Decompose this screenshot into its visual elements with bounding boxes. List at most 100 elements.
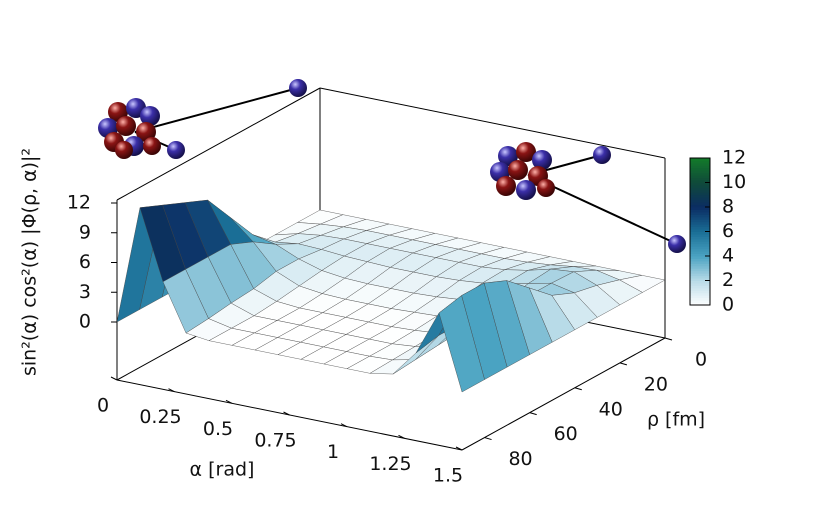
- x-tick: [168, 388, 175, 393]
- z-tick-label: 12: [67, 192, 91, 214]
- colorbar-step: [690, 270, 710, 274]
- colorbar-step: [690, 297, 710, 301]
- colorbar-tick-label: 2: [722, 269, 734, 291]
- colorbar-step: [690, 180, 710, 183]
- y-tick: [619, 362, 628, 366]
- colorbar-step: [690, 256, 710, 259]
- colorbar-step: [690, 158, 710, 161]
- colorbar-step: [690, 182, 710, 186]
- x-tick-label: 1.25: [369, 453, 411, 475]
- colorbar-step: [690, 167, 710, 171]
- x-tick: [225, 399, 233, 404]
- x-tick-label: 0: [97, 395, 109, 417]
- colorbar-step: [690, 287, 710, 291]
- colorbar-step: [690, 231, 710, 235]
- colorbar-step: [690, 280, 710, 284]
- colorbar-tick-label: 4: [722, 245, 734, 267]
- colorbar-step: [690, 295, 710, 299]
- surface-cell: [438, 295, 485, 393]
- colorbar-step: [690, 243, 710, 247]
- colorbar-step: [690, 199, 710, 203]
- nucleus-left: [98, 79, 307, 159]
- box-edge: [461, 337, 666, 451]
- colorbar-step: [690, 253, 710, 257]
- colorbar-step: [690, 236, 710, 240]
- y-tick-label: 80: [508, 448, 532, 470]
- colorbar-step: [690, 282, 710, 286]
- x-tick: [398, 434, 405, 439]
- colorbar-step: [690, 275, 710, 279]
- colorbar-step: [690, 192, 710, 196]
- x-tick: [455, 446, 463, 451]
- colorbar-step: [690, 214, 710, 218]
- y-tick-label: 60: [554, 423, 578, 445]
- colorbar-step: [690, 204, 710, 208]
- colorbar-tick-label: 6: [722, 220, 734, 242]
- x-tick-label: 0.75: [254, 430, 296, 452]
- colorbar-step: [690, 300, 710, 304]
- box-edge: [116, 87, 321, 201]
- colorbar-step: [690, 160, 710, 164]
- colorbar-step: [690, 278, 710, 281]
- x-tick: [340, 423, 348, 428]
- surface: [116, 199, 666, 393]
- z-tick-label: 9: [79, 221, 91, 243]
- colorbar-tick-label: 12: [722, 147, 746, 169]
- colorbar-step: [690, 187, 710, 191]
- colorbar-step: [690, 197, 710, 201]
- colorbar-step: [690, 248, 710, 252]
- colorbar-step: [690, 224, 710, 228]
- colorbar-step: [690, 292, 710, 296]
- colorbar-step: [690, 226, 710, 230]
- colorbar-step: [690, 285, 710, 289]
- z-tick-label: 6: [79, 251, 91, 273]
- colorbar-step: [690, 258, 710, 262]
- colorbar-step: [690, 290, 710, 294]
- colorbar-step: [690, 194, 710, 198]
- x-tick: [110, 376, 118, 381]
- colorbar-step: [690, 165, 710, 169]
- box-edge: [319, 87, 666, 159]
- y-tick: [664, 337, 673, 341]
- colorbar-tick-label: 10: [722, 171, 746, 193]
- colorbar-step: [690, 177, 710, 181]
- y-tick-label: 0: [695, 349, 707, 371]
- y-tick: [484, 437, 492, 441]
- colorbar-tick-label: 0: [722, 294, 734, 316]
- x-tick-label: 0.5: [203, 418, 233, 440]
- x-tick: [283, 411, 290, 416]
- colorbar-step: [690, 207, 710, 210]
- colorbar-step: [690, 162, 710, 166]
- colorbar-tick-label: 8: [722, 196, 734, 218]
- x-tick-label: 0.25: [139, 406, 181, 428]
- z-axis-label: sin²(α) cos²(α) |Φ(ρ, α)|²: [19, 148, 41, 376]
- colorbar-step: [690, 216, 710, 220]
- x-tick-label: 1: [327, 441, 339, 463]
- colorbar-step: [690, 233, 710, 237]
- colorbar-step: [690, 263, 710, 267]
- colorbar-step: [690, 184, 710, 188]
- colorbar-step: [690, 238, 710, 242]
- colorbar-step: [690, 246, 710, 250]
- colorbar-step: [690, 175, 710, 179]
- colorbar-step: [690, 172, 710, 176]
- colorbar-step: [690, 265, 710, 269]
- colorbar-step: [690, 202, 710, 206]
- colorbar-step: [690, 302, 710, 306]
- y-tick-label: 40: [599, 398, 623, 420]
- y-tick: [529, 412, 537, 416]
- colorbar-step: [690, 170, 710, 174]
- nucleus-right: [490, 142, 686, 253]
- colorbar-step: [690, 221, 710, 225]
- colorbar-step: [690, 219, 710, 223]
- colorbar-step: [690, 268, 710, 272]
- colorbar-step: [690, 209, 710, 213]
- colorbar-step: [690, 251, 710, 255]
- z-tick-label: 3: [79, 281, 91, 303]
- colorbar-step: [690, 211, 710, 215]
- x-axis-label: α [rad]: [190, 459, 255, 481]
- x-tick-label: 1.5: [433, 465, 463, 487]
- colorbar-step: [690, 241, 710, 245]
